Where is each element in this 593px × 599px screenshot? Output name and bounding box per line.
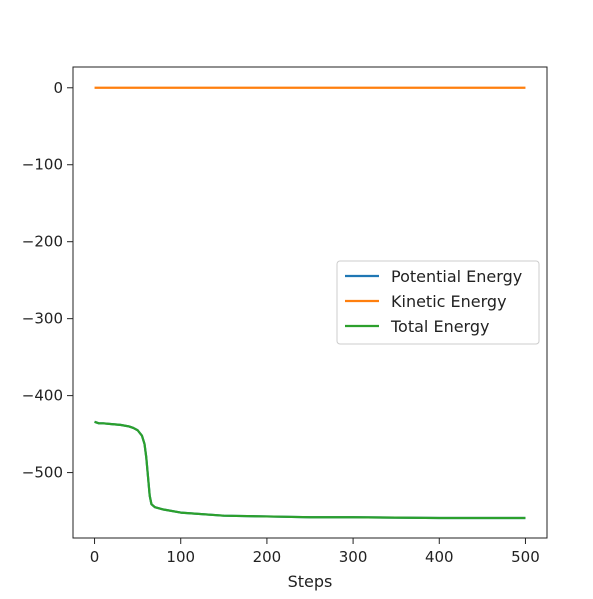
x-tick-label: 300 <box>339 548 368 566</box>
legend: Potential Energy Kinetic Energy Total Ener… <box>336 260 540 345</box>
x-tick-label: 100 <box>166 548 195 566</box>
series-line-3 <box>94 420 526 520</box>
legend-label-2: Kinetic Energy <box>391 292 507 311</box>
x-tick-label: 200 <box>253 548 282 566</box>
x-tick-label: 0 <box>90 548 100 566</box>
x-axis-label: Steps <box>288 572 333 591</box>
y-tick-label: −500 <box>22 464 63 482</box>
y-tick-label: −200 <box>22 233 63 251</box>
legend-label-3: Total Energy <box>390 317 489 336</box>
series-layer <box>94 86 526 520</box>
x-tick-label: 400 <box>425 548 454 566</box>
y-axis: 0 −100 −200 −300 −400 −500 <box>22 79 73 482</box>
y-tick-label: −300 <box>22 310 63 328</box>
legend-label-1: Potential Energy <box>391 267 522 286</box>
y-tick-label: −400 <box>22 387 63 405</box>
y-tick-label: −100 <box>22 156 63 174</box>
y-tick-label: 0 <box>53 79 63 97</box>
plot-frame <box>72 66 548 539</box>
legend-box <box>336 260 540 345</box>
x-tick-label: 500 <box>511 548 540 566</box>
x-axis: 0 100 200 300 400 500 <box>90 538 540 566</box>
